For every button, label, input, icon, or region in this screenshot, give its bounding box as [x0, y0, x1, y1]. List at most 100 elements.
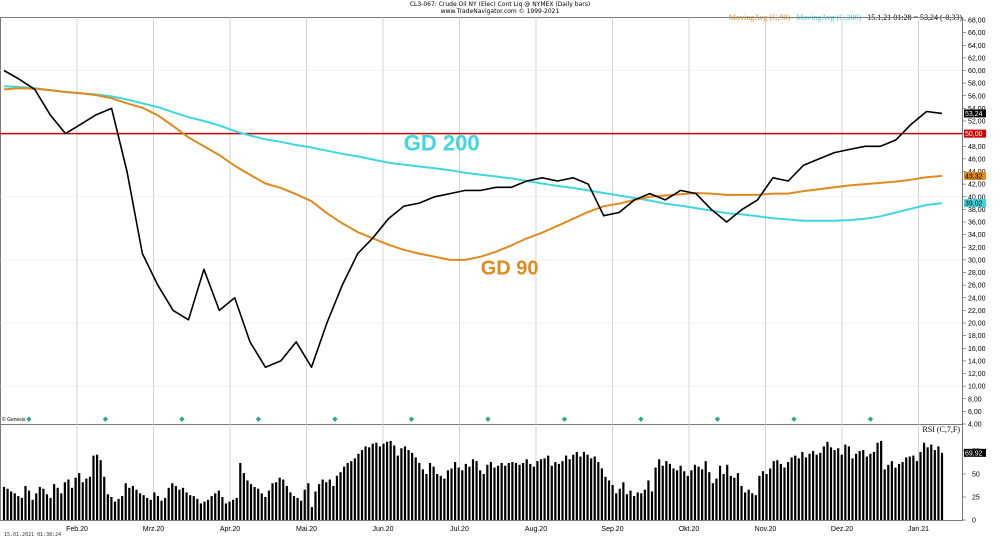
rsi-bar — [346, 462, 349, 520]
y-tick-label: 6,00 — [968, 409, 982, 416]
rsi-bar — [375, 442, 378, 520]
rsi-bar — [743, 492, 747, 520]
rsi-bar — [164, 497, 167, 520]
rsi-bar — [38, 486, 41, 520]
rsi-bar — [70, 487, 74, 520]
rsi-bar — [514, 462, 518, 520]
rsi-bar — [203, 501, 206, 520]
rsi-bar — [901, 462, 904, 520]
y-tick-label: 56,00 — [968, 93, 986, 100]
rsi-bar — [697, 466, 700, 520]
rsi-bar — [110, 497, 113, 520]
rsi-bar — [908, 456, 911, 520]
rsi-bar — [106, 494, 109, 520]
rsi-bar — [833, 450, 836, 520]
rsi-bar — [92, 455, 95, 520]
timestamp: 15.01.2021 01:38:24 — [4, 532, 62, 538]
rsi-bar — [103, 476, 106, 520]
rsi-bar — [704, 461, 707, 520]
rsi-bar — [679, 465, 682, 520]
x-tick-label: Mrz.20 — [143, 526, 165, 533]
rsi-bar — [615, 493, 618, 520]
rsi-bar — [246, 480, 249, 520]
rsi-bar — [192, 496, 195, 520]
x-tick-label: Sep.20 — [601, 526, 623, 533]
rsi-bar — [332, 485, 335, 520]
event-marker: ◆ — [256, 416, 262, 423]
rsi-bar — [6, 488, 9, 520]
rsi-bar — [940, 452, 944, 520]
rsi-bar — [274, 482, 278, 520]
y-tick-label: 62,00 — [968, 55, 986, 62]
y-tick-label: 40,00 — [968, 194, 986, 201]
rsi-bar — [156, 496, 160, 520]
rsi-bar — [658, 459, 661, 520]
rsi-bar — [718, 465, 722, 520]
rsi-bar — [840, 454, 843, 520]
rsi-bar — [790, 457, 793, 520]
rsi-bar — [511, 462, 514, 520]
rsi-bar — [24, 485, 27, 520]
rsi-bar — [128, 487, 131, 520]
rsi-bar — [797, 458, 800, 520]
rsi-bar — [690, 470, 693, 520]
annotation-gd90: GD 90 — [481, 258, 539, 280]
y-tick-label: 60,00 — [968, 68, 986, 75]
rsi-bar — [389, 440, 392, 520]
rsi-bar — [819, 452, 822, 520]
rsi-bar — [786, 462, 790, 520]
rsi-bar — [640, 493, 643, 520]
rsi-bar — [586, 454, 589, 520]
rsi-bar — [407, 450, 410, 520]
rsi-bar — [633, 496, 636, 520]
level-value-box-bg — [964, 129, 986, 138]
rsi-bar — [522, 462, 525, 520]
rsi-value-box: 69,92 — [965, 450, 983, 457]
rsi-bar — [450, 468, 453, 520]
rsi-bar — [607, 480, 611, 520]
rsi-bar — [364, 446, 367, 520]
rsi-bar — [457, 467, 460, 520]
rsi-bar — [217, 490, 220, 520]
rsi-bar — [42, 488, 45, 520]
rsi-bar — [49, 497, 52, 520]
rsi-bar — [715, 478, 718, 520]
y-tick-label: 34,00 — [968, 232, 986, 239]
rsi-bar — [414, 457, 417, 520]
x-tick-label: Aug.20 — [525, 526, 547, 533]
rsi-bar — [464, 463, 467, 520]
rsi-bar — [121, 496, 124, 520]
rsi-bar — [726, 464, 729, 520]
y-tick-label: 64,00 — [968, 43, 986, 50]
rsi-bar — [711, 483, 714, 520]
rsi-bar — [815, 454, 818, 520]
rsi-bar — [597, 462, 600, 520]
rsi-bar — [826, 441, 829, 520]
rsi-bar — [525, 459, 528, 520]
rsi-bar — [794, 455, 797, 520]
rsi-bar — [722, 474, 725, 520]
rsi-bar — [325, 482, 328, 520]
rsi-bar — [880, 440, 883, 520]
level-value-box: 50,00 — [965, 131, 983, 138]
rsi-bar — [686, 475, 689, 520]
rsi-bar — [81, 482, 84, 520]
ma200-value-box-bg — [964, 199, 986, 208]
rsi-bar — [235, 497, 238, 520]
rsi-bar — [385, 441, 389, 520]
rsi-bar — [17, 496, 20, 520]
y-tick-label: 46,00 — [968, 156, 986, 163]
y-tick-label: 38,00 — [968, 207, 986, 214]
rsi-bar — [536, 461, 539, 520]
y-tick-label: 42,00 — [968, 182, 986, 189]
rsi-bar — [675, 470, 679, 520]
rsi-bar — [862, 450, 865, 520]
rsi-bar — [887, 464, 890, 520]
y-tick-label: 22,00 — [968, 308, 986, 315]
rsi-bar — [729, 475, 732, 520]
x-tick-label: Feb.20 — [66, 526, 88, 533]
rsi-bar — [196, 498, 199, 520]
rsi-bar — [436, 474, 439, 520]
rsi-bar — [20, 497, 24, 520]
